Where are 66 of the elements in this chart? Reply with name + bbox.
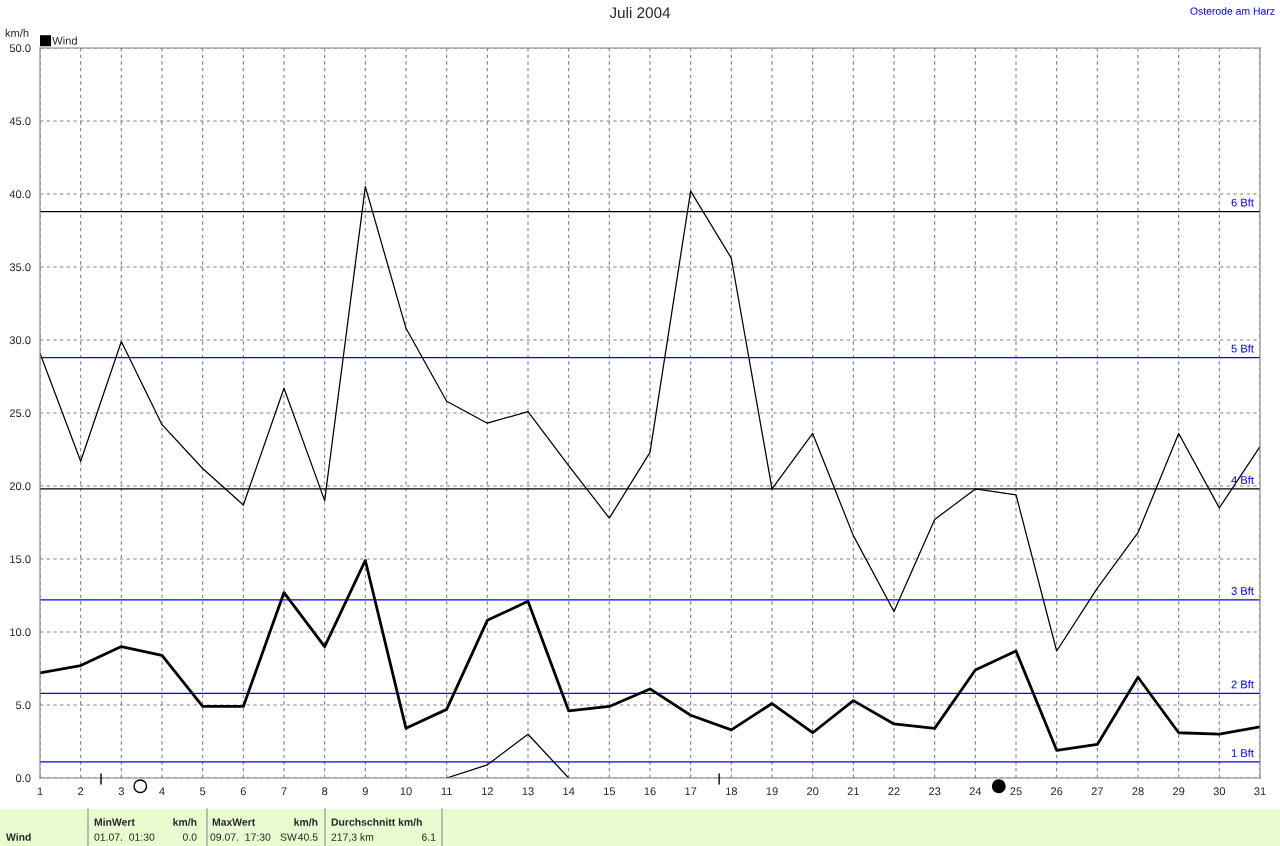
text: 01.07. 01:30 — [94, 833, 155, 841]
text: Durchschnitt km/h — [331, 818, 422, 826]
text: SW — [280, 833, 297, 841]
ref-line-label: 3 Bft — [1231, 586, 1254, 595]
y-tick-label: 35.0 — [9, 263, 31, 272]
y-tick-label: 45.0 — [9, 117, 31, 126]
text: 6.1 — [422, 833, 436, 841]
chart-title: Juli 2004 — [609, 6, 671, 19]
x-tick-label: 14 — [563, 787, 575, 796]
y-tick-label: 25.0 — [9, 409, 31, 418]
y-axis-title: km/h — [5, 28, 29, 37]
y-tick-label: 15.0 — [10, 555, 31, 564]
x-tick-label: 1 — [37, 787, 43, 796]
y-tick-label: 20.0 — [9, 482, 31, 491]
x-tick-label: 21 — [847, 787, 859, 796]
text: km/h — [294, 818, 318, 826]
x-tick-label: 27 — [1091, 787, 1103, 796]
ref-line-label: 2 Bft — [1231, 680, 1254, 689]
y-tick-label: 10.0 — [10, 628, 31, 637]
y-tick-label: 5.0 — [15, 701, 31, 710]
x-tick-label: 25 — [1010, 787, 1022, 796]
x-tick-label: 4 — [159, 787, 165, 796]
x-tick-label: 8 — [322, 787, 328, 796]
y-tick-label: 0.0 — [15, 774, 31, 783]
ref-line-label: 4 Bft — [1231, 475, 1254, 484]
legend-label: Wind — [52, 36, 77, 45]
x-tick-label: 31 — [1254, 787, 1266, 796]
ref-line-label: 1 Bft — [1231, 748, 1254, 757]
x-tick-label: 6 — [240, 787, 246, 796]
x-tick-label: 11 — [441, 787, 452, 796]
text: km/h — [173, 818, 197, 826]
x-tick-label: 5 — [200, 787, 206, 796]
text: 09.07. 17:30 — [210, 833, 271, 841]
x-tick-label: 22 — [888, 787, 900, 796]
x-tick-label: 17 — [685, 787, 697, 796]
x-tick-label: 29 — [1173, 787, 1185, 796]
x-tick-label: 7 — [281, 787, 287, 796]
y-tick-label: 40.0 — [9, 190, 31, 199]
x-tick-label: 24 — [969, 787, 982, 796]
y-tick-label: 50.0 — [9, 44, 31, 53]
x-tick-label: 20 — [807, 787, 819, 796]
x-tick-label: 2 — [78, 787, 84, 796]
x-tick-label: 3 — [118, 787, 124, 796]
x-tick-label: 9 — [362, 787, 368, 796]
x-tick-label: 30 — [1213, 787, 1226, 796]
text: Wind — [6, 833, 31, 841]
line-series — [40, 186, 1260, 652]
text: 0.0 — [182, 833, 197, 841]
x-tick-label: 18 — [726, 787, 738, 796]
x-tick-label: 28 — [1132, 787, 1144, 796]
ref-line-label: 5 Bft — [1231, 344, 1254, 353]
x-tick-label: 19 — [766, 787, 778, 796]
ref-line-label: 6 Bft — [1231, 198, 1254, 207]
x-tick-label: 15 — [604, 787, 616, 796]
text: Osterode am Harz — [1190, 7, 1275, 15]
text: 217,3 km — [331, 833, 374, 843]
y-tick-label: 30.0 — [9, 336, 31, 345]
text: MaxWert — [212, 818, 256, 826]
text: MinWert — [94, 818, 135, 826]
text: 40.5 — [297, 833, 318, 841]
x-tick-label: 10 — [400, 787, 412, 796]
x-tick-label: 23 — [929, 787, 941, 796]
x-tick-label: 26 — [1051, 787, 1063, 796]
x-tick-label: 13 — [522, 787, 534, 796]
x-tick-label: 12 — [482, 787, 493, 796]
x-tick-label: 16 — [644, 787, 656, 796]
